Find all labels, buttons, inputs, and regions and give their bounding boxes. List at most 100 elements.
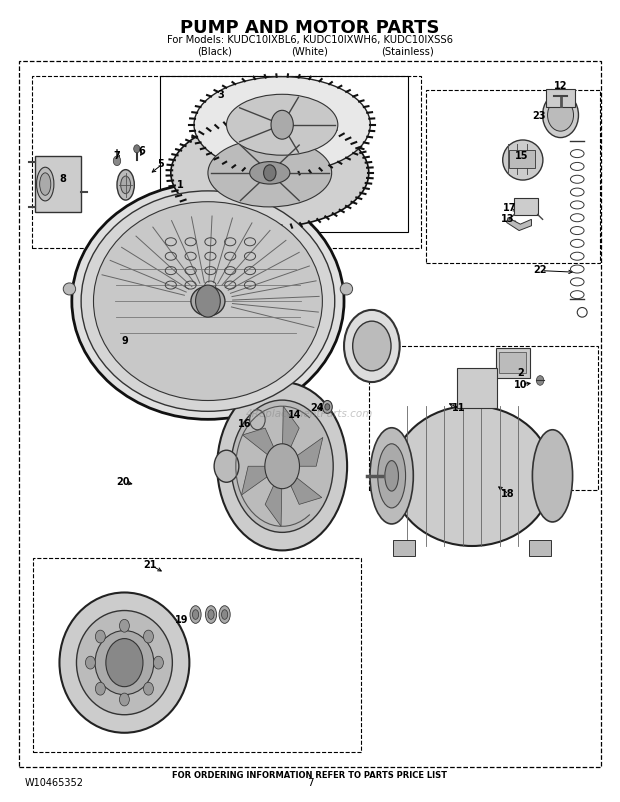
Text: 22: 22 [533,265,547,275]
Text: 12: 12 [554,81,567,91]
Circle shape [120,620,130,633]
FancyBboxPatch shape [499,353,526,374]
Text: 9: 9 [121,336,128,346]
Text: 16: 16 [238,419,252,428]
Polygon shape [242,428,282,467]
Ellipse shape [194,78,370,173]
Ellipse shape [217,383,347,551]
Ellipse shape [37,168,54,201]
Polygon shape [241,467,282,496]
FancyBboxPatch shape [35,157,81,213]
Text: 24: 24 [311,403,324,412]
Circle shape [154,656,164,669]
Ellipse shape [94,202,322,401]
Text: 6: 6 [138,146,145,156]
Ellipse shape [205,606,216,624]
Ellipse shape [221,610,228,620]
Polygon shape [265,467,282,527]
Text: 3: 3 [217,90,224,100]
Ellipse shape [353,322,391,371]
Polygon shape [282,438,323,467]
Ellipse shape [208,610,214,620]
Ellipse shape [344,310,400,383]
Text: 13: 13 [501,213,515,224]
Ellipse shape [40,173,51,196]
Circle shape [86,656,95,669]
Text: 19: 19 [175,614,188,624]
Ellipse shape [117,170,135,200]
Circle shape [106,638,143,687]
Text: 7: 7 [113,151,120,161]
Circle shape [113,157,121,167]
Ellipse shape [340,284,353,296]
Circle shape [195,286,220,318]
Ellipse shape [60,593,189,733]
Circle shape [265,444,299,489]
Text: 5: 5 [157,159,164,169]
Ellipse shape [121,176,131,194]
Ellipse shape [250,163,290,184]
Ellipse shape [208,140,332,208]
Circle shape [264,166,276,181]
Ellipse shape [250,410,265,430]
Polygon shape [507,218,531,231]
Ellipse shape [219,606,230,624]
Ellipse shape [192,610,198,620]
FancyBboxPatch shape [546,91,575,108]
Circle shape [95,630,105,643]
FancyBboxPatch shape [514,199,538,215]
Text: 21: 21 [144,559,157,569]
Ellipse shape [385,461,399,492]
Circle shape [134,146,140,154]
Text: PUMP AND MOTOR PARTS: PUMP AND MOTOR PARTS [180,19,440,37]
FancyBboxPatch shape [456,368,497,408]
FancyBboxPatch shape [393,541,415,557]
Text: 10: 10 [513,380,527,390]
Ellipse shape [503,141,543,180]
Circle shape [143,683,153,695]
Text: 1: 1 [177,180,184,190]
Ellipse shape [257,239,282,252]
Text: 4ReplacementParts.com: 4ReplacementParts.com [246,409,374,419]
Ellipse shape [190,606,201,624]
Ellipse shape [171,119,369,228]
Circle shape [271,111,293,140]
Polygon shape [282,467,322,504]
Text: (Stainless): (Stainless) [381,47,434,56]
Ellipse shape [533,430,573,522]
FancyBboxPatch shape [529,541,551,557]
Ellipse shape [542,94,578,139]
Text: 8: 8 [59,173,66,184]
Ellipse shape [95,631,154,695]
Ellipse shape [63,284,76,296]
Ellipse shape [322,401,332,414]
Ellipse shape [392,406,552,546]
Text: (White): (White) [291,47,329,56]
Text: W10465352: W10465352 [24,777,83,787]
Text: 23: 23 [532,111,546,121]
FancyBboxPatch shape [509,152,535,169]
Text: (Black): (Black) [197,47,231,56]
Ellipse shape [547,100,574,132]
Ellipse shape [72,184,344,419]
Text: 7: 7 [307,777,313,787]
Text: 14: 14 [288,410,301,419]
Polygon shape [282,407,299,467]
Ellipse shape [325,404,330,411]
Text: 15: 15 [515,151,528,161]
Text: 2: 2 [517,367,524,377]
Text: 20: 20 [117,476,130,486]
Ellipse shape [226,95,338,156]
Ellipse shape [81,192,335,411]
Ellipse shape [370,428,414,525]
Ellipse shape [378,444,405,508]
Text: FOR ORDERING INFORMATION REFER TO PARTS PRICE LIST: FOR ORDERING INFORMATION REFER TO PARTS … [172,770,448,779]
Circle shape [536,376,544,386]
Ellipse shape [231,401,333,533]
Circle shape [120,693,130,706]
Ellipse shape [76,611,172,715]
Ellipse shape [214,451,239,483]
Text: 18: 18 [501,488,515,498]
Circle shape [143,630,153,643]
Circle shape [95,683,105,695]
